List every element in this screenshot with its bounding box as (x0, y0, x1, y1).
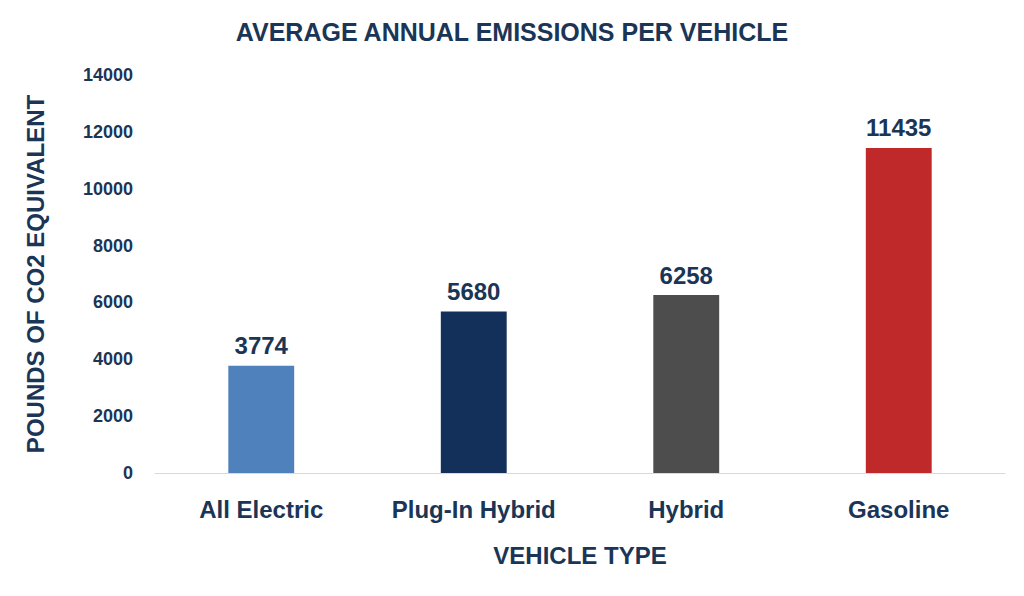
svg-text:POUNDS OF CO2 EQUIVALENT: POUNDS OF CO2 EQUIVALENT (22, 95, 49, 454)
svg-text:5680: 5680 (447, 278, 500, 305)
svg-text:8000: 8000 (93, 236, 133, 256)
svg-text:12000: 12000 (83, 122, 133, 142)
svg-text:11435: 11435 (866, 114, 931, 141)
svg-text:AVERAGE ANNUAL EMISSIONS PER V: AVERAGE ANNUAL EMISSIONS PER VEHICLE (236, 18, 788, 46)
svg-text:Gasoline: Gasoline (848, 496, 949, 523)
svg-text:4000: 4000 (93, 349, 133, 369)
svg-text:Plug-In Hybrid: Plug-In Hybrid (392, 496, 556, 523)
svg-text:6258: 6258 (660, 262, 713, 289)
svg-text:6000: 6000 (93, 292, 133, 312)
svg-text:All Electric: All Electric (199, 496, 323, 523)
svg-text:3774: 3774 (235, 332, 289, 359)
svg-text:Hybrid: Hybrid (648, 496, 724, 523)
svg-text:VEHICLE TYPE: VEHICLE TYPE (493, 542, 666, 569)
svg-text:2000: 2000 (93, 406, 133, 426)
svg-text:14000: 14000 (83, 65, 133, 85)
svg-text:0: 0 (123, 463, 133, 483)
svg-text:10000: 10000 (83, 179, 133, 199)
